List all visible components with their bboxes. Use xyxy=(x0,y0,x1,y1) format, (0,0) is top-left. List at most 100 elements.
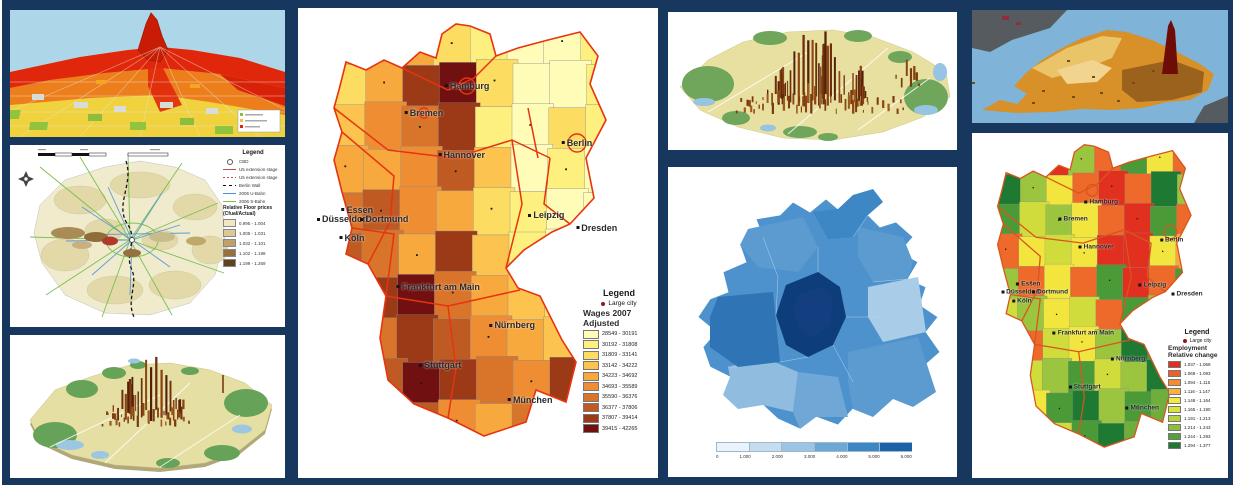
value-spikes xyxy=(735,31,920,114)
legend-color-swatch xyxy=(583,403,599,412)
legend-ramp-title: Relative Floor prices xyxy=(223,205,273,211)
legend-class-row: 1.165 - 1.190 xyxy=(1168,405,1226,413)
legend-range-label: 1.294 - 1.377 xyxy=(1184,442,1211,448)
panel-england-terrain xyxy=(972,10,1228,123)
legend-range-label: 36377 - 37806 xyxy=(602,404,638,411)
forest-patches xyxy=(682,30,948,141)
legend-range-label: 1.102 - 1.198 xyxy=(239,250,266,256)
berlin-wall-line xyxy=(122,160,135,318)
legend-class-row: 28549 - 30191 xyxy=(583,329,655,339)
floor-prices-legend: Legend CBD U5 extension stage xyxy=(223,150,283,269)
legend-class-row: 1.214 - 1.243 xyxy=(1168,423,1226,431)
legend-range-label: 35590 - 36376 xyxy=(602,394,638,400)
page-edge-right xyxy=(1233,0,1235,485)
legend-symbol-row: Berlin Wall xyxy=(223,182,283,188)
legend-color-swatch xyxy=(1168,432,1181,440)
legend-class-list: 0.995 - 1.004 1.005 - 1.031 1.032 - 1.10… xyxy=(223,219,283,267)
legend-color-swatch xyxy=(583,371,599,381)
legend-ramp-subtitle: Adjusted xyxy=(583,318,620,328)
legend-color-swatch xyxy=(1168,405,1181,413)
legend-class-row: 31809 - 33141 xyxy=(583,350,655,360)
cbd-marker xyxy=(129,237,135,243)
legend-class-row: 30192 - 31808 xyxy=(583,340,655,349)
country-outline xyxy=(333,23,607,437)
berlin-3d-graphic xyxy=(10,335,285,478)
scale-tick-label: 3.000 xyxy=(803,454,816,459)
heatmap-3d-graphic xyxy=(10,10,285,137)
legend-range-label: 1.094 - 1.115 xyxy=(1184,379,1211,385)
legend-range-label: 34223 - 34692 xyxy=(602,373,638,379)
legend-color-swatch xyxy=(1168,387,1181,395)
legend-title: Legend xyxy=(242,150,264,156)
terrain-speckles xyxy=(972,60,1155,104)
legend-class-row: 1.244 - 1.293 xyxy=(1168,432,1226,440)
district-shades xyxy=(710,189,936,429)
district-borders xyxy=(728,214,909,383)
legend-range-label: 28549 - 30191 xyxy=(602,331,638,337)
england-terrain-graphic xyxy=(972,10,1228,123)
wages-legend: Legend Large city Wages 2007 Adjusted 28… xyxy=(583,288,655,435)
legend-range-label: 30192 - 31808 xyxy=(602,341,638,348)
legend-class-row: 1.094 - 1.115 xyxy=(1168,378,1226,386)
panel-berlin-3d-spikes xyxy=(10,335,285,478)
legend-class-row: 1.199 - 1.269 xyxy=(223,259,283,267)
legend-ramp-title: Wages 2007 xyxy=(583,308,632,318)
legend-color-swatch xyxy=(583,340,599,349)
berlin-map-graphic xyxy=(10,145,285,327)
scale-tick-label: 1.000 xyxy=(739,454,751,459)
legend-range-label: 1.191 - 1.213 xyxy=(1184,415,1211,421)
legend-range-label: 1.005 - 1.031 xyxy=(239,230,266,236)
state-borders xyxy=(997,167,1178,435)
legend-class-row: 33142 - 34222 xyxy=(583,361,655,370)
panel-germany-wages-map: Hamburg Bremen Hannover Berlin xyxy=(298,8,658,478)
panel-hamburg-choropleth: 0 1.000 2.000 3.000 4.000 5.000 6.000 xyxy=(668,167,957,477)
legend-class-row: 35590 - 36376 xyxy=(583,392,655,402)
legend-range-label: 1.214 - 1.243 xyxy=(1184,424,1211,430)
legend-symbol-icon xyxy=(223,174,236,180)
legend-color-swatch xyxy=(223,239,236,247)
scale-tick-label: 6.000 xyxy=(900,454,912,459)
legend-class-row: 36377 - 37806 xyxy=(583,403,655,412)
scale-bar xyxy=(38,149,169,157)
hamburg-map-graphic xyxy=(668,167,957,477)
legend-class-row: 34223 - 34692 xyxy=(583,371,655,381)
land-mass-south xyxy=(1194,96,1228,123)
scale-segment xyxy=(748,442,782,452)
legend-class-row: 1.037 - 1.068 xyxy=(1168,360,1226,368)
legend-range-label: 1.244 - 1.293 xyxy=(1184,433,1211,439)
legend-class-row: 1.069 - 1.093 xyxy=(1168,369,1226,377)
employment-legend: Legend Large city Employment Relative ch… xyxy=(1168,329,1226,451)
legend-color-swatch xyxy=(1168,423,1181,431)
legend-large-city: Large city xyxy=(583,300,655,307)
legend-symbol-row: U5 extension stage xyxy=(223,166,283,172)
legend-class-list: 1.037 - 1.068 1.069 - 1.093 1.094 - 1.11… xyxy=(1168,360,1226,449)
value-spikes xyxy=(101,356,190,427)
legend-color-swatch xyxy=(1168,360,1181,368)
legend-color-swatch xyxy=(223,229,236,237)
legend-range-label: 0.995 - 1.004 xyxy=(239,220,266,226)
scale-tick-label: 0 xyxy=(716,454,719,459)
legend-symbol-label: U5 extension stage xyxy=(239,166,278,172)
large-city-dot xyxy=(1182,339,1187,343)
legend-range-label: 33142 - 34222 xyxy=(602,362,638,369)
water-patches xyxy=(693,63,947,132)
mini-legend xyxy=(237,109,281,133)
large-city-dot xyxy=(601,301,606,306)
color-scale-bar: 0 1.000 2.000 3.000 4.000 5.000 6.000 xyxy=(716,442,913,459)
scale-tick-label: 4.000 xyxy=(836,454,848,459)
legend-range-label: 1.037 - 1.068 xyxy=(1184,361,1211,367)
legend-color-swatch xyxy=(583,350,599,360)
legend-symbol-icon xyxy=(223,190,236,196)
legend-range-label: 1.032 - 1.101 xyxy=(239,240,266,246)
legend-color-swatch xyxy=(223,259,236,267)
legend-symbol-icon xyxy=(223,182,236,188)
legend-ramp-subtitle: Relative change xyxy=(1168,352,1218,359)
legend-range-label: 1.148 - 1.164 xyxy=(1184,397,1211,403)
legend-color-swatch xyxy=(583,413,599,423)
legend-range-label: 34693 - 35589 xyxy=(602,383,638,390)
legend-color-swatch xyxy=(583,329,599,339)
scale-tick-label: 5.000 xyxy=(868,454,880,459)
land-mass-north xyxy=(972,10,1067,52)
scale-ticks: 0 1.000 2.000 3.000 4.000 5.000 6.000 xyxy=(716,454,912,459)
